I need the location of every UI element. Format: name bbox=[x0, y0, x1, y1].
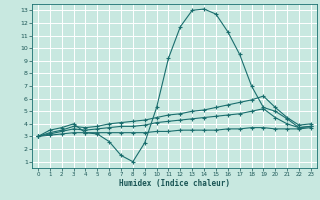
X-axis label: Humidex (Indice chaleur): Humidex (Indice chaleur) bbox=[119, 179, 230, 188]
